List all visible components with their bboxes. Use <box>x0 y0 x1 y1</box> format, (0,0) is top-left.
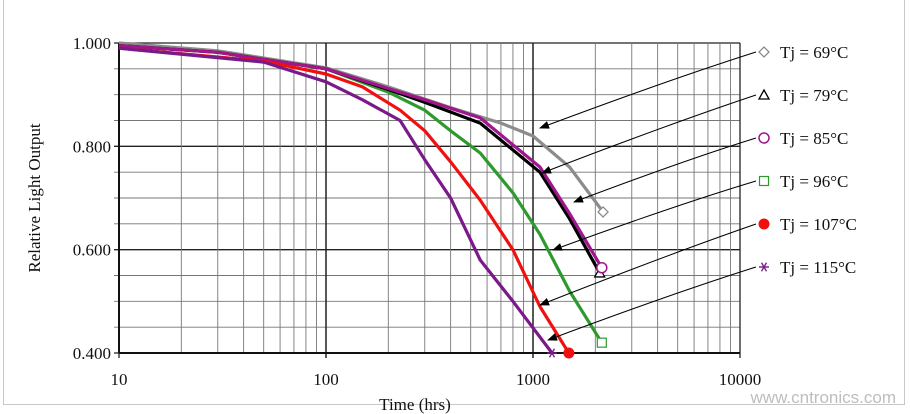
legend-marker-3 <box>758 175 770 187</box>
y-axis-label: Relative Light Output <box>25 123 44 272</box>
legend-marker-0 <box>758 46 770 58</box>
x-axis-label: Time (hrs) <box>379 395 451 414</box>
chart-frame <box>3 0 905 405</box>
legend-arrow-3 <box>552 180 757 251</box>
series-line-4 <box>118 46 571 354</box>
watermark: www.cntronics.com <box>750 388 896 407</box>
y-tick-label: 0.400 <box>73 344 111 363</box>
series-line-3 <box>118 44 604 344</box>
series-end-marker-5 <box>546 348 557 358</box>
y-tick-label: 1.000 <box>73 34 111 53</box>
series-end-marker-4 <box>563 347 575 359</box>
series-line-2 <box>118 44 604 269</box>
legend-label-0: Tj = 69°C <box>780 43 848 62</box>
legend-arrow-1 <box>541 94 757 174</box>
series-end-marker-0 <box>597 206 609 218</box>
x-tick-label: 1000 <box>516 370 550 389</box>
legend-arrow-0 <box>539 51 757 129</box>
x-tick-label: 10 <box>111 370 128 389</box>
y-tick-label: 0.800 <box>73 137 111 156</box>
grid <box>114 42 741 358</box>
legend: Tj = 69°C Tj = 79°C Tj = 85°C Tj = 96°C Tj =… <box>539 43 857 341</box>
legend-arrow-4 <box>539 223 757 306</box>
legend-label-3: Tj = 96°C <box>780 172 848 191</box>
legend-label-2: Tj = 85°C <box>780 129 848 148</box>
legend-label-4: Tj = 107°C <box>780 215 857 234</box>
x-tick-label: 10000 <box>719 370 762 389</box>
series-line-0 <box>118 41 605 213</box>
legend-marker-5 <box>759 262 769 272</box>
series-line-5 <box>118 46 554 354</box>
legend-marker-5-stroke <box>760 262 768 272</box>
x-tick-label: 100 <box>313 370 339 389</box>
legend-marker-1 <box>757 88 771 100</box>
series-lines <box>118 41 609 359</box>
legend-arrow-5 <box>547 266 757 341</box>
series-end-marker-5-stroke <box>548 348 556 358</box>
legend-marker-2 <box>758 132 770 144</box>
y-tick-label: 0.600 <box>73 241 111 260</box>
tick-labels: 10 100 1000 10000 0.400 0.600 0.800 1.000 <box>73 34 762 389</box>
series-end-marker-2 <box>596 262 608 274</box>
legend-label-5: Tj = 115°C <box>780 258 856 277</box>
legend-label-1: Tj = 79°C <box>780 86 848 105</box>
legend-marker-4 <box>758 218 770 230</box>
legend-arrow-2 <box>573 137 757 203</box>
series-end-marker-3 <box>596 337 607 348</box>
